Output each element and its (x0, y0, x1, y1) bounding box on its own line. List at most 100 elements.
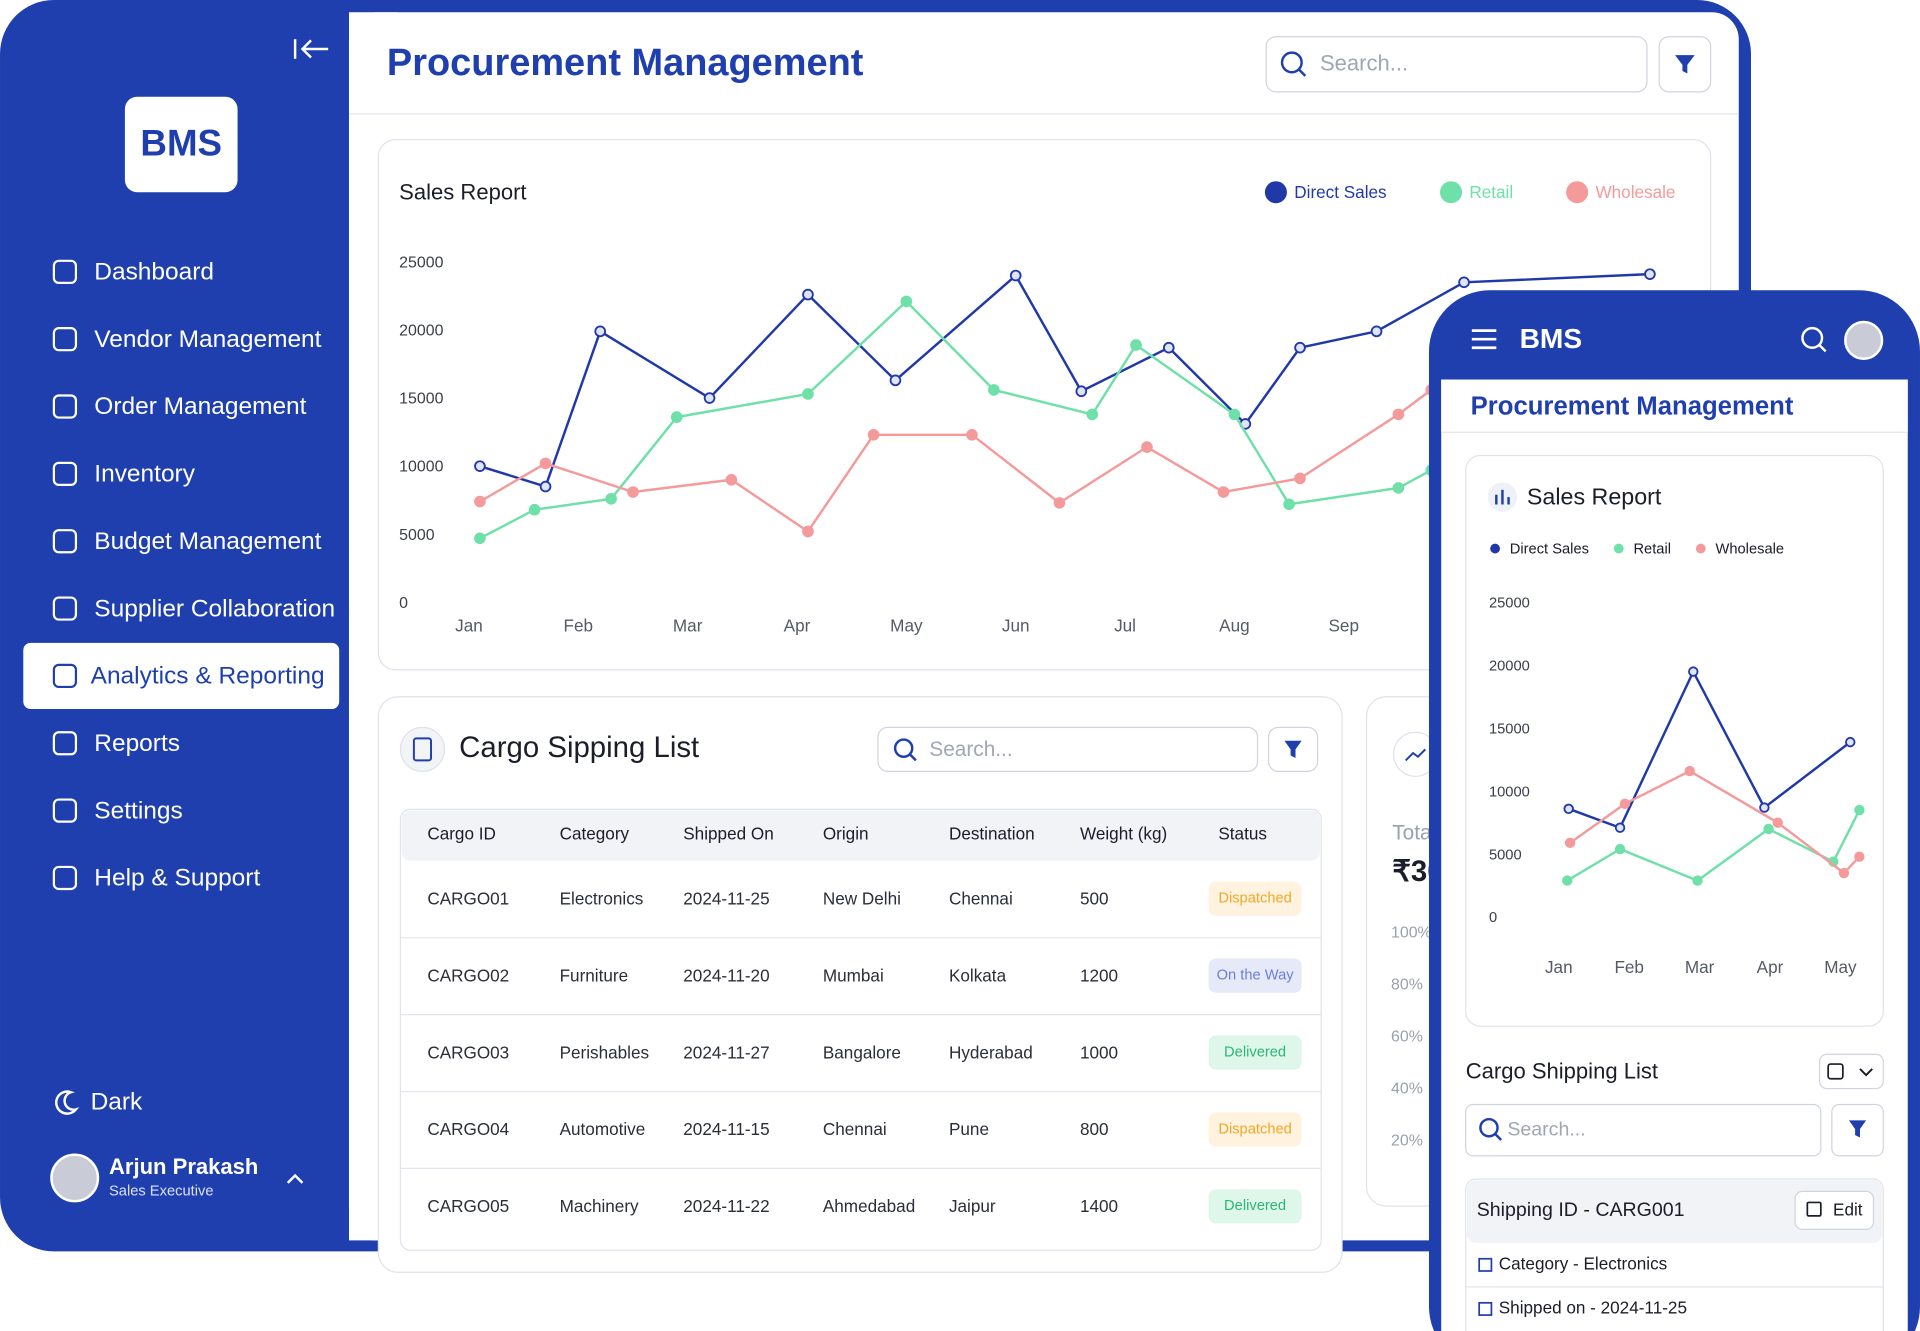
shipped-icon (1478, 1301, 1493, 1316)
desktop-chart: 0 5000 10000 15000 20000 25000 Jan Feb Mar Apr May… (399, 181, 1675, 635)
data-point (889, 374, 902, 387)
menu-item[interactable]: Supplier Collaboration (94, 595, 335, 622)
y-tick-label: 5000 (1489, 847, 1522, 863)
menu-item[interactable]: Vendor Management (94, 326, 321, 353)
table-cell: 2024-11-25 (683, 889, 769, 909)
table-cell: 800 (1080, 1119, 1109, 1139)
x-tick-label: Jul (1114, 615, 1136, 635)
phone-date-chevron (1859, 1068, 1873, 1077)
phone-avatar[interactable] (1844, 320, 1884, 360)
phone-search-placeholder: Search... (1507, 1118, 1585, 1140)
table-cell: Furniture (560, 965, 629, 985)
legend-label[interactable]: Direct Sales (1510, 542, 1589, 558)
column-header: Category (560, 824, 630, 844)
column-header: Origin (823, 824, 869, 844)
series-line (479, 272, 1650, 488)
table-cell: 500 (1080, 889, 1109, 909)
phone-date-picker[interactable] (1818, 1053, 1884, 1090)
table-cell: 2024-11-20 (683, 965, 769, 985)
phone-field: Category - Electronics (1499, 1253, 1667, 1273)
cargo-icon-bg (399, 726, 446, 773)
edit-button[interactable] (1794, 1190, 1875, 1230)
phone-menu-icon[interactable] (1471, 329, 1497, 350)
menu-icon (52, 529, 78, 554)
legend-marker (1490, 543, 1500, 554)
data-point (474, 460, 486, 472)
phone-search[interactable] (1465, 1103, 1822, 1157)
summary-icon (1405, 748, 1426, 762)
data-point (802, 388, 814, 400)
table-cell: CARGO02 (427, 965, 509, 985)
table-cell: 1000 (1080, 1042, 1118, 1062)
search-box[interactable] (1265, 36, 1648, 93)
menu-icon (52, 731, 78, 756)
legend-label[interactable]: Wholesale (1715, 542, 1784, 558)
cargo-search[interactable] (877, 726, 1259, 773)
table-cell: 2024-11-27 (683, 1042, 769, 1062)
x-tick-label: Jun (1002, 615, 1030, 635)
data-point (1845, 736, 1856, 748)
user-avatar[interactable] (50, 1153, 100, 1203)
phone-chart-title: Sales Report (1527, 484, 1662, 510)
data-point (627, 486, 639, 498)
menu-item[interactable]: Settings (94, 797, 182, 824)
user-menu-toggle[interactable] (286, 1173, 304, 1184)
search-icon (1280, 51, 1303, 74)
menu-item[interactable]: Budget Management (94, 528, 321, 555)
theme-toggle[interactable]: Dark (91, 1089, 143, 1116)
table-body: Cargo ID Category Shipped On Origin Destinat… (400, 824, 1322, 1224)
summary-scale: 100% 80% 60% 40% 20% (1391, 924, 1432, 1149)
menu-item[interactable]: Inventory (94, 461, 195, 488)
y-tick-label: 25000 (1489, 596, 1530, 612)
cargo-table (399, 808, 1322, 1251)
menu-icon (52, 596, 78, 621)
user-name: Arjun Prakash (109, 1154, 258, 1179)
data-point (1283, 498, 1295, 511)
phone-search-icon[interactable] (1801, 326, 1824, 349)
legend-label[interactable]: Retail (1633, 542, 1671, 558)
menu-icon (52, 394, 78, 419)
menu-item[interactable]: Reports (94, 730, 180, 757)
menu-item[interactable]: Analytics & Reporting (91, 663, 325, 690)
column-header: Shipped On (683, 824, 773, 844)
menu-item[interactable]: Help & Support (94, 865, 260, 892)
data-point (1619, 798, 1631, 810)
legend-label[interactable]: Direct Sales (1294, 182, 1386, 202)
status-badge (1208, 1189, 1302, 1224)
page-title: Procurement Management (387, 42, 864, 84)
data-point (988, 384, 1000, 396)
x-tick-label: Aug (1219, 615, 1249, 635)
data-point (474, 532, 486, 545)
phone-calendar-icon (1827, 1063, 1844, 1080)
status-badge (1208, 1035, 1302, 1070)
x-tick-label: Feb (1614, 957, 1644, 977)
status-label: Dispatched (1218, 891, 1291, 907)
user-role: Sales Executive (109, 1183, 213, 1199)
legend-label[interactable]: Wholesale (1596, 182, 1676, 202)
data-point (1854, 851, 1865, 862)
cargo-search-placeholder: Search... (929, 738, 1012, 761)
menu-item[interactable]: Dashboard (94, 259, 214, 286)
phone-search-handle (1818, 344, 1827, 353)
table-cell: 2024-11-15 (683, 1119, 769, 1139)
logo-box (124, 96, 238, 193)
menu-item[interactable]: Order Management (94, 393, 306, 420)
edit-icon (1806, 1201, 1822, 1217)
data-point (605, 493, 617, 505)
data-point (594, 325, 607, 338)
legend-marker (1439, 181, 1463, 204)
legend-marker (1566, 181, 1589, 204)
table-cell: 2024-11-22 (683, 1196, 769, 1216)
table-cell: Hyderabad (949, 1042, 1033, 1062)
filter-icon (1675, 55, 1695, 74)
legend-label[interactable]: Retail (1469, 182, 1513, 202)
data-point (1688, 666, 1699, 677)
y-tick-label: 10000 (1489, 784, 1530, 800)
menu-icon (52, 327, 78, 352)
legend-marker (1613, 543, 1624, 554)
data-point (1562, 875, 1573, 886)
scale-label: 20% (1391, 1132, 1423, 1149)
status-label: On the Way (1217, 968, 1295, 984)
collapse-icon[interactable] (293, 39, 329, 59)
